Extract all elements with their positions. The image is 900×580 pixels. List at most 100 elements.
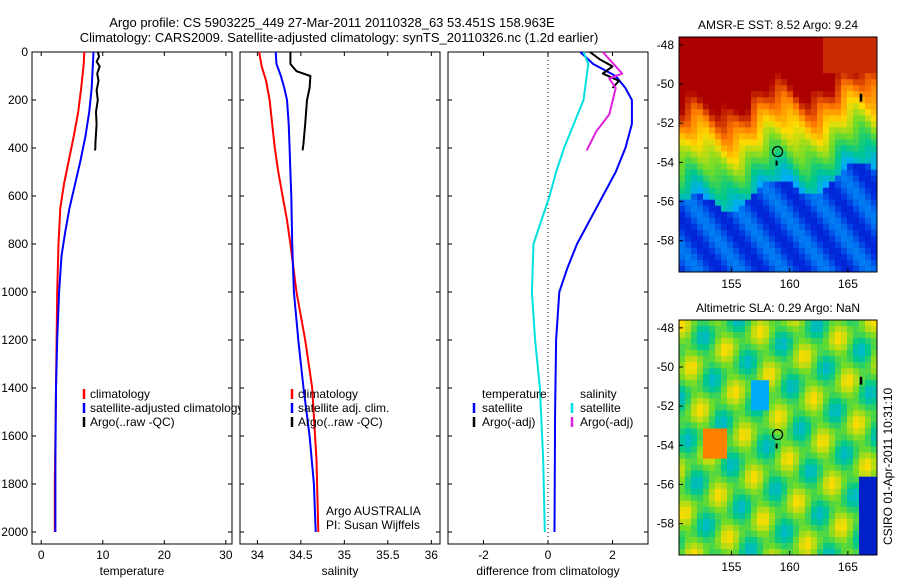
sla_map-heat-cell xyxy=(715,458,722,466)
sla_map-heat-cell xyxy=(853,482,860,490)
sla_map-heat-cell xyxy=(697,422,704,429)
sst_map-heat-cell xyxy=(679,241,686,249)
sla_map-heat-cell xyxy=(679,506,686,514)
sla_map-heat-cell xyxy=(865,326,872,333)
sla_map-heat-cell xyxy=(793,494,800,502)
sst_map-heat-cell xyxy=(853,73,860,80)
sst_map-heat-cell xyxy=(853,145,860,152)
sla_map-heat-cell xyxy=(727,410,734,417)
sla_map-heat-cell xyxy=(727,386,734,393)
temperature-xlabel: temperature xyxy=(100,564,165,578)
sst_map-heat-cell xyxy=(721,133,728,140)
sst_map-heat-cell xyxy=(757,127,764,134)
sst_map-heat-cell xyxy=(757,73,764,80)
sst_map-heat-cell xyxy=(865,253,872,261)
sla_map-heat-cell xyxy=(751,452,758,459)
sla_map-heat-cell xyxy=(739,392,746,399)
sst_map-heat-cell xyxy=(811,169,818,176)
sst_map-heat-cell xyxy=(697,265,704,273)
sla_map-heat-cell xyxy=(727,452,734,459)
sst_map-heat-cell xyxy=(829,265,836,273)
sst_map-heat-cell xyxy=(823,133,830,140)
sst_map-heat-cell xyxy=(733,103,740,110)
sla_map-heat-cell xyxy=(685,476,692,484)
sst_map-heat-cell xyxy=(715,211,722,219)
sla_map-heat-cell xyxy=(751,470,758,478)
difference-series-line-2 xyxy=(530,51,590,533)
sla_map-heat-cell xyxy=(751,434,758,441)
sst_map-heat-cell xyxy=(697,109,704,116)
sla_map-heat-cell xyxy=(739,374,746,381)
sst_map-heat-cell xyxy=(697,37,704,44)
sst_map-heat-cell xyxy=(721,151,728,158)
sla_map-heat-cell xyxy=(757,368,764,375)
sla_map-heat-cell xyxy=(679,368,686,375)
sla_map-heat-cell xyxy=(715,320,722,327)
sla_map-heat-cell xyxy=(871,512,878,520)
sst_map-heat-cell xyxy=(871,49,878,56)
salinity-series-line-1 xyxy=(274,51,317,533)
sst_map-heat-cell xyxy=(739,247,746,255)
sla_map-heat-cell xyxy=(805,488,812,496)
sla_map-heat-cell xyxy=(751,422,758,429)
sla_map-heat-cell xyxy=(739,362,746,369)
sla_map-heat-cell xyxy=(781,440,788,447)
sst_map-heat-cell xyxy=(703,265,710,273)
sla_map-heat-cell xyxy=(781,536,788,544)
sst_map-heat-cell xyxy=(871,193,878,201)
sla_map-heat-cell xyxy=(793,350,800,357)
sst_map-heat-cell xyxy=(721,163,728,170)
sla_map-heat-cell xyxy=(751,410,758,417)
sst_map-heat-cell xyxy=(811,61,818,68)
sla_map-heat-cell xyxy=(745,338,752,345)
sla_map-heat-cell xyxy=(865,530,872,538)
sst_map-heat-cell xyxy=(721,157,728,164)
sla_map-heat-cell xyxy=(757,350,764,357)
sla_map-heat-cell xyxy=(745,524,752,532)
sla_map-heat-cell xyxy=(691,446,698,453)
sla_map-heat-cell xyxy=(715,404,722,411)
sla_map-heat-cell xyxy=(805,344,812,351)
sla_map-heat-cell xyxy=(787,416,794,423)
sla_map-heat-cell xyxy=(853,434,860,441)
sla_map-heat-cell xyxy=(685,410,692,417)
temperature-axes-frame xyxy=(31,51,233,545)
sla_map-heat-cell xyxy=(811,320,818,327)
sla_map-heat-cell xyxy=(835,428,842,435)
sla_map-heat-cell xyxy=(823,356,830,363)
sst_map-heat-cell xyxy=(859,43,866,50)
sla_map-heat-cell xyxy=(769,362,776,369)
sla_map-heat-cell xyxy=(733,332,740,339)
sst_map-heat-cell xyxy=(805,103,812,110)
sla_map-heat-cell xyxy=(739,476,746,484)
sla_map-heat-cell xyxy=(751,488,758,496)
sst_map-heat-cell xyxy=(745,205,752,213)
sla_map-heat-cell xyxy=(835,542,842,550)
sst_map-heat-cell xyxy=(811,127,818,134)
sst_map-heat-cell xyxy=(757,259,764,267)
sla_map-heat-cell xyxy=(829,434,836,441)
sla_map-heat-cell xyxy=(787,380,794,387)
sla_map-heat-cell xyxy=(829,428,836,435)
sla_map-heat-cell xyxy=(721,344,728,351)
sla_map-heat-cell xyxy=(775,452,782,459)
sst_map-heat-cell xyxy=(853,247,860,255)
sla_map-heat-cell xyxy=(865,536,872,544)
sst_map-heat-cell xyxy=(865,103,872,110)
sla_map-heat-cell xyxy=(715,362,722,369)
sst_map-heat-cell xyxy=(703,115,710,122)
sla_map-heat-cell xyxy=(733,326,740,333)
sst_map-heat-cell xyxy=(769,43,776,50)
sst_map-heat-cell xyxy=(841,169,848,176)
sla_map-heat-cell xyxy=(763,482,770,490)
sla_map-heat-cell xyxy=(721,506,728,514)
sla_map-heat-cell xyxy=(727,398,734,405)
sst_map-heat-cell xyxy=(739,115,746,122)
sla_map-heat-cell xyxy=(793,416,800,423)
sst_map-heat-cell xyxy=(697,139,704,146)
sla_map-heat-cell xyxy=(703,344,710,351)
sla_map-heat-cell xyxy=(793,368,800,375)
sst_map-heat-cell xyxy=(835,121,842,128)
sst_map-heat-cell xyxy=(715,61,722,68)
sst_map-heat-cell xyxy=(691,67,698,74)
